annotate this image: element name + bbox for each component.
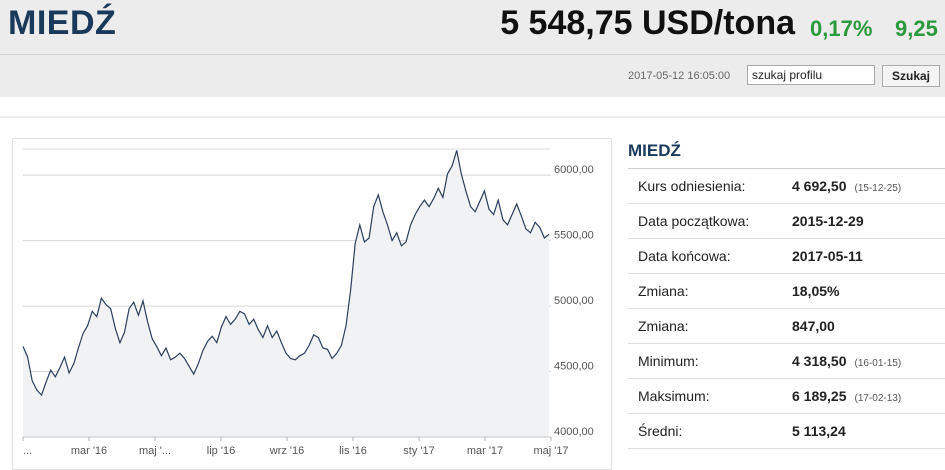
info-row: Zmiana: 18,05% bbox=[628, 274, 945, 309]
info-row-label: Minimum: bbox=[638, 353, 699, 369]
x-tick-label: lis '16 bbox=[339, 445, 367, 457]
info-row-label: Maksimum: bbox=[638, 388, 710, 404]
info-row-label: Średni: bbox=[638, 423, 683, 439]
price-chart[interactable]: 4000,00 4500,00 5000,00 5500,00 6000,00... ma… bbox=[12, 138, 612, 470]
info-row-value: 2017-05-11 bbox=[792, 239, 863, 273]
info-row-value-text: 6 189,25 bbox=[792, 388, 847, 404]
info-panel-title: MIEDŹ bbox=[628, 130, 945, 169]
info-row-value-text: 5 113,24 bbox=[792, 423, 846, 439]
info-row-value-text: 847,00 bbox=[792, 318, 835, 334]
section-divider bbox=[0, 116, 945, 118]
info-row-value: 5 113,24 bbox=[792, 414, 846, 448]
info-row-label: Zmiana: bbox=[638, 283, 689, 299]
info-row-date: (17-02-13) bbox=[854, 393, 902, 404]
search-button[interactable]: Szukaj bbox=[882, 65, 940, 87]
y-tick-label: 6000,00 bbox=[554, 164, 594, 176]
info-row-label: Data końcowa: bbox=[638, 248, 731, 264]
info-row: Data końcowa: 2017-05-11 bbox=[628, 239, 945, 274]
info-row-date: (16-01-15) bbox=[854, 358, 902, 369]
info-row-label: Zmiana: bbox=[638, 318, 689, 334]
x-tick-label: sty '17 bbox=[403, 445, 434, 457]
info-panel: MIEDŹ Kurs odniesienia: 4 692,50 (15-12-25… bbox=[628, 130, 945, 449]
info-row-value-text: 18,05% bbox=[792, 283, 840, 299]
x-tick-label: mar '16 bbox=[71, 445, 107, 457]
info-row: Maksimum: 6 189,25 (17-02-13) bbox=[628, 379, 945, 414]
info-row-value: 18,05% bbox=[792, 274, 839, 308]
info-row-value-text: 2015-12-29 bbox=[792, 213, 864, 229]
info-row: Zmiana: 847,00 bbox=[628, 309, 945, 344]
y-tick-label: 5000,00 bbox=[554, 295, 594, 307]
info-rows: Kurs odniesienia: 4 692,50 (15-12-25) Data … bbox=[628, 169, 945, 449]
x-tick-label: ... bbox=[23, 445, 32, 457]
quote-timestamp: 2017-05-12 16:05:00 bbox=[628, 70, 731, 82]
info-row: Data początkowa: 2015-12-29 bbox=[628, 204, 945, 239]
info-row-value-text: 4 692,50 bbox=[792, 178, 847, 194]
change-absolute: 9,25 bbox=[895, 16, 938, 41]
info-row: Minimum: 4 318,50 (16-01-15) bbox=[628, 344, 945, 379]
series-line bbox=[22, 150, 550, 397]
price-chart-svg: 4000,00 4500,00 5000,00 5500,00 6000,00... ma… bbox=[22, 148, 594, 457]
current-price: 5 548,75 USD/tona bbox=[500, 4, 795, 42]
x-tick-label: maj '17 bbox=[533, 445, 568, 457]
info-row: Kurs odniesienia: 4 692,50 (15-12-25) bbox=[628, 169, 945, 204]
info-row-date: (15-12-25) bbox=[854, 183, 902, 194]
info-row: Średni: 5 113,24 bbox=[628, 414, 945, 449]
info-row-label: Kurs odniesienia: bbox=[638, 178, 746, 194]
header-bar: MIEDŹ 5 548,75 USD/tona 0,17% 9,25 2017-… bbox=[0, 0, 945, 97]
x-tick-label: lip '16 bbox=[207, 445, 235, 457]
series-area bbox=[23, 150, 549, 437]
info-row-value: 847,00 bbox=[792, 309, 835, 343]
info-row-value: 4 692,50 (15-12-25) bbox=[792, 169, 901, 206]
info-row-value-text: 2017-05-11 bbox=[792, 248, 863, 264]
info-row-value: 2015-12-29 bbox=[792, 204, 864, 238]
x-tick-label: wrz '16 bbox=[269, 445, 305, 457]
change-percent: 0,17% bbox=[810, 16, 873, 41]
info-row-value: 4 318,50 (16-01-15) bbox=[792, 344, 901, 381]
x-tick-label: maj '... bbox=[139, 445, 171, 457]
info-row-value-text: 4 318,50 bbox=[792, 353, 847, 369]
y-tick-label: 4000,00 bbox=[554, 426, 594, 438]
x-tick-label: mar '17 bbox=[467, 445, 503, 457]
instrument-title: MIEDŹ bbox=[8, 4, 117, 42]
y-tick-label: 4500,00 bbox=[554, 361, 594, 373]
search-profile-input[interactable] bbox=[747, 65, 875, 85]
info-row-label: Data początkowa: bbox=[638, 213, 750, 229]
y-tick-label: 5500,00 bbox=[554, 230, 594, 242]
header-divider bbox=[0, 54, 945, 55]
info-row-value: 6 189,25 (17-02-13) bbox=[792, 379, 901, 416]
